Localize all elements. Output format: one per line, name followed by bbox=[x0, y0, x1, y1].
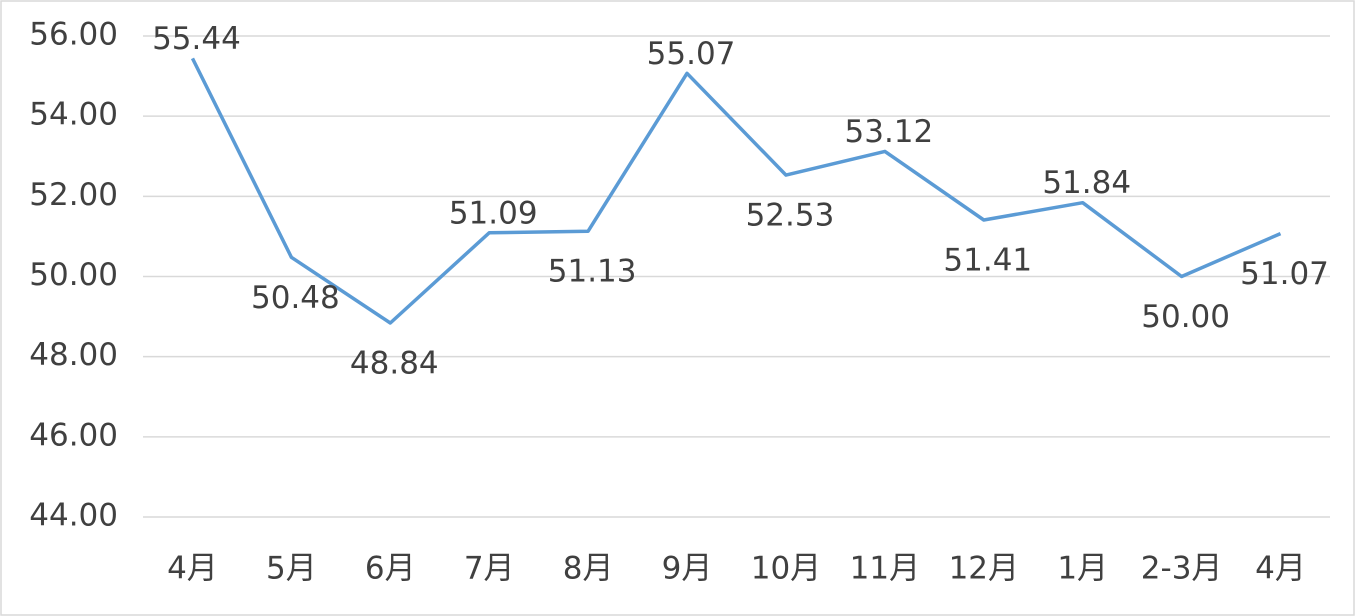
y-tick-label: 54.00 bbox=[29, 97, 118, 133]
y-tick-label: 56.00 bbox=[29, 17, 118, 53]
x-tick-label: 12月 bbox=[949, 551, 1019, 587]
x-tick-label: 10月 bbox=[751, 551, 821, 587]
data-label: 55.07 bbox=[647, 36, 736, 72]
data-label: 53.12 bbox=[845, 114, 934, 150]
data-label: 50.00 bbox=[1141, 299, 1230, 335]
x-tick-label: 7月 bbox=[464, 551, 515, 587]
x-tick-label: 1月 bbox=[1057, 551, 1108, 587]
x-tick-label: 8月 bbox=[563, 551, 614, 587]
x-tick-label: 5月 bbox=[266, 551, 317, 587]
data-label: 50.48 bbox=[251, 280, 340, 316]
y-tick-label: 48.00 bbox=[29, 337, 118, 373]
x-tick-label: 11月 bbox=[850, 551, 920, 587]
data-label: 51.13 bbox=[548, 254, 637, 290]
data-label: 52.53 bbox=[746, 198, 835, 234]
y-tick-label: 46.00 bbox=[29, 417, 118, 453]
data-label: 51.07 bbox=[1240, 256, 1329, 292]
x-tick-label: 9月 bbox=[662, 551, 713, 587]
x-tick-label: 4月 bbox=[167, 551, 218, 587]
y-tick-label: 52.00 bbox=[29, 177, 118, 213]
data-label: 55.44 bbox=[152, 21, 241, 57]
y-tick-label: 50.00 bbox=[29, 257, 118, 293]
y-tick-label: 44.00 bbox=[29, 498, 118, 534]
data-label: 51.84 bbox=[1042, 165, 1131, 201]
x-tick-label: 6月 bbox=[365, 551, 416, 587]
data-label: 51.09 bbox=[449, 195, 538, 231]
data-label: 51.41 bbox=[943, 242, 1032, 278]
x-tick-label: 4月 bbox=[1255, 551, 1306, 587]
data-line bbox=[190, 57, 1282, 325]
data-label: 48.84 bbox=[350, 345, 439, 381]
x-tick-label: 2-3月 bbox=[1141, 551, 1223, 587]
